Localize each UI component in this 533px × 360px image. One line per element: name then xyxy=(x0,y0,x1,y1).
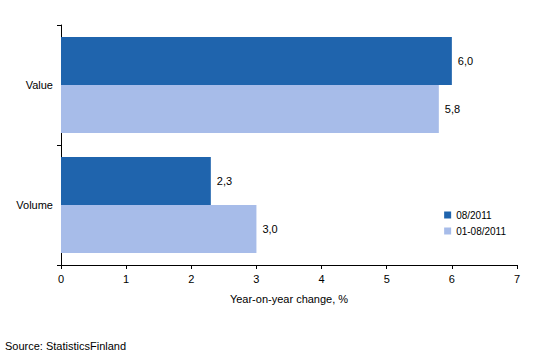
svg-text:1: 1 xyxy=(123,273,129,285)
svg-text:01-08/2011: 01-08/2011 xyxy=(456,226,506,237)
svg-text:2,3: 2,3 xyxy=(217,175,232,187)
svg-text:Value: Value xyxy=(26,79,53,91)
svg-text:08/2011: 08/2011 xyxy=(456,210,492,221)
svg-text:4: 4 xyxy=(319,273,325,285)
svg-text:7: 7 xyxy=(514,273,520,285)
svg-text:0: 0 xyxy=(58,273,64,285)
svg-text:6,0: 6,0 xyxy=(458,55,473,67)
svg-text:5,8: 5,8 xyxy=(445,103,460,115)
svg-text:6: 6 xyxy=(449,273,455,285)
svg-text:3: 3 xyxy=(253,273,259,285)
svg-text:3,0: 3,0 xyxy=(262,223,277,235)
svg-text:Year-on-year change, %: Year-on-year change, % xyxy=(230,293,348,305)
svg-text:Source: StatisticsFinland: Source: StatisticsFinland xyxy=(5,340,126,352)
svg-text:5: 5 xyxy=(384,273,390,285)
svg-text:2: 2 xyxy=(188,273,194,285)
svg-text:Volume: Volume xyxy=(16,199,53,211)
